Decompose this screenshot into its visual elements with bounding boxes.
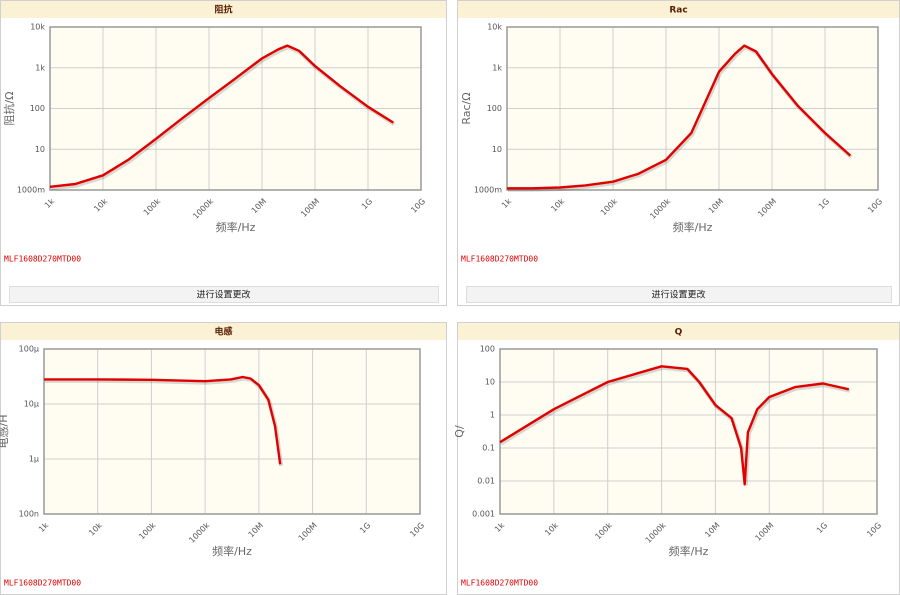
y-tick-label: 0.001 — [472, 510, 495, 519]
y-tick-label: 100 — [480, 345, 495, 354]
y-tick-label: 10 — [492, 145, 502, 154]
plot-border — [49, 26, 422, 191]
part-number: MLF1608D270MTD00 — [461, 255, 538, 264]
y-tick-label: 100 — [30, 104, 45, 113]
y-tick-label: 0.01 — [477, 477, 495, 486]
curve — [44, 375, 282, 465]
panel-header — [458, 1, 899, 18]
x-axis-title: 频率/Hz — [673, 220, 713, 234]
x-axis-title: 频率/Hz — [212, 544, 252, 558]
plot-border — [499, 348, 878, 515]
plot-border — [43, 348, 421, 515]
y-tick-label: 1000m — [17, 186, 45, 195]
y-tick-label: 1 — [490, 411, 495, 420]
y-tick-label: 100μ — [19, 345, 39, 354]
y-tick-label: 10 — [485, 378, 495, 387]
curve — [507, 44, 852, 190]
x-axis-title: 频率/Hz — [216, 220, 256, 234]
y-tick-label: 100 — [487, 104, 502, 113]
y-tick-label: 1k — [492, 63, 502, 72]
y-axis-title: 阻抗/Ω — [2, 91, 16, 125]
y-tick-label: 1000m — [474, 186, 502, 195]
settings-button-label[interactable]: 进行设置更改 — [196, 289, 250, 301]
panel-title: 电感 — [214, 326, 232, 338]
y-axis-title: Q/ — [453, 425, 466, 438]
y-tick-label: 100n — [19, 510, 39, 519]
plot-area — [500, 349, 877, 514]
panel-header — [1, 323, 446, 340]
part-number: MLF1608D270MTD00 — [461, 579, 538, 588]
y-tick-label: 10k — [487, 23, 502, 32]
panel-title: 阻抗 — [214, 4, 232, 16]
y-tick-label: 1μ — [29, 455, 39, 464]
plot-area — [44, 349, 420, 514]
y-tick-label: 10μ — [24, 400, 39, 409]
plot-border — [506, 26, 879, 191]
settings-button[interactable] — [9, 286, 439, 303]
panel-header — [1, 1, 446, 18]
y-tick-label: 0.1 — [482, 444, 495, 453]
y-tick-label: 1k — [35, 63, 45, 72]
x-axis-title: 频率/Hz — [669, 544, 709, 558]
curve — [499, 365, 850, 486]
part-number: MLF1608D270MTD00 — [4, 255, 81, 264]
panel-header — [458, 323, 899, 340]
settings-button-label[interactable]: 进行设置更改 — [651, 289, 705, 301]
y-tick-label: 10k — [30, 23, 45, 32]
panel-title: Rac — [669, 6, 687, 16]
panel-title: Q — [675, 328, 683, 338]
settings-button[interactable] — [466, 286, 892, 303]
y-axis-title: 电感/H — [0, 415, 10, 449]
curve — [49, 44, 394, 188]
y-axis-title: Rac/Ω — [460, 92, 473, 124]
y-tick-label: 10 — [35, 145, 45, 154]
part-number: MLF1608D270MTD00 — [4, 579, 81, 588]
